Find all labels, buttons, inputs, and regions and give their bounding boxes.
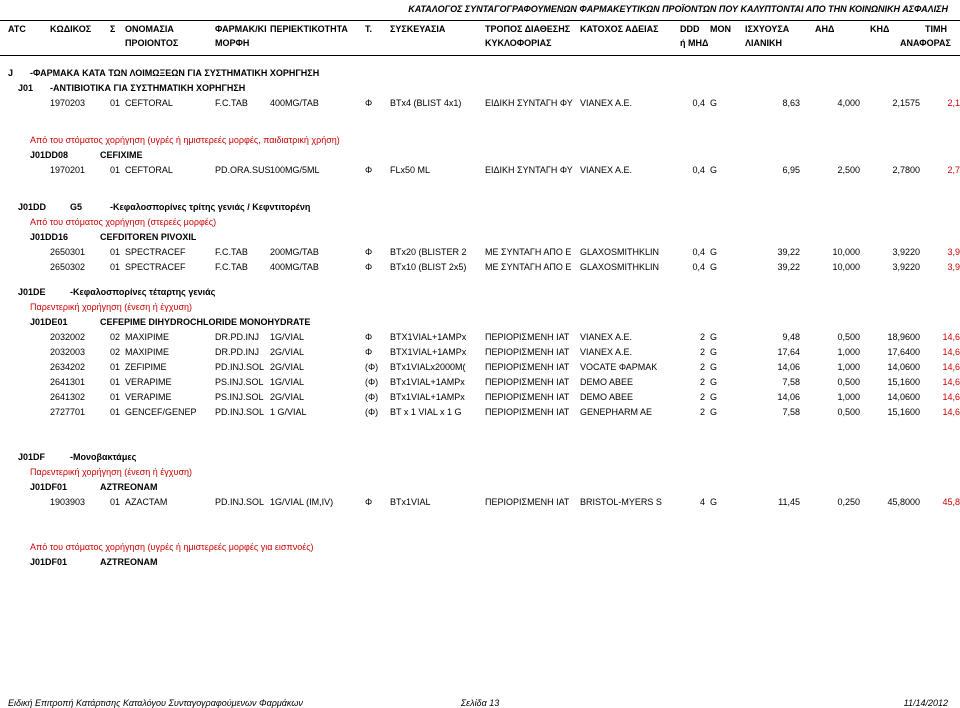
- table-row: 265030201SPECTRACEFF.C.TAB400MG/TABΦBTx1…: [0, 262, 960, 277]
- hdr-kodikos: ΚΩΔΙΚΟΣ: [50, 24, 91, 34]
- footer-left: Ειδική Επιτροπή Κατάρτισης Καταλόγου Συν…: [8, 698, 303, 708]
- note-4: Παρεντερική χορήγηση (ένεση ή έγχυση): [30, 467, 192, 477]
- hdr-atc: ATC: [8, 24, 26, 34]
- sec-j01de-code: J01DE: [18, 287, 46, 297]
- table-row: 263420201ZEFIPIMEPD.INJ.SOL2G/VIAL(Φ)BTx…: [0, 362, 960, 377]
- sec-j01df01-text: AZTREONAM: [100, 482, 158, 492]
- content: J -ΦΑΡΜΑΚΑ ΚΑΤΑ ΤΩΝ ΛΟΙΜΩΞΕΩΝ ΓΙΑ ΣΥΣΤΗΜ…: [0, 60, 960, 572]
- table-row: 264130201VERAPIMEPS.INJ.SOL2G/VIAL(Φ)BTx…: [0, 392, 960, 407]
- sec-j01de01-text: CEFEPIME DIHYDROCHLORIDE MONOHYDRATE: [100, 317, 310, 327]
- hdr-timi: ΤΙΜΗ: [925, 24, 947, 34]
- hdr-mon: ΜΟΝ: [710, 24, 731, 34]
- hdr-ddd: DDD: [680, 24, 700, 34]
- hdr-periektikotita: ΠΕΡΙΕΚΤΙΚΟΤΗΤΑ: [270, 24, 348, 34]
- sec-j-code: J: [8, 68, 13, 78]
- footer-center: Σελίδα 13: [461, 698, 499, 708]
- page-title: ΚΑΤΑΛΟΓΟΣ ΣΥΝΤΑΓΟΓΡΑΦΟΥΜΕΝΩΝ ΦΑΡΜΑΚΕΥΤΙΚ…: [408, 4, 948, 14]
- table-row: 272770101GENCEF/GENEPPD.INJ.SOL1 G/VIAL(…: [0, 407, 960, 422]
- hdr-anaforas: ΑΝΑΦΟΡΑΣ: [900, 38, 951, 48]
- note-2: Από του στόματος χορήγηση (στερεές μορφέ…: [30, 217, 216, 227]
- hdr-katoxos: ΚΑΤΟΧΟΣ ΑΔΕΙΑΣ: [580, 24, 659, 34]
- hdr-isxyousa: ΙΣΧΥΟΥΣΑ: [745, 24, 789, 34]
- table-row: 197020101CEFTORALPD.ORA.SUS100MG/5MLΦFLx…: [0, 165, 960, 180]
- hdr-kykloforia: ΚΥΚΛΟΦΟΡΙΑΣ: [485, 38, 552, 48]
- sec-j01dd-g: G5: [70, 202, 82, 212]
- sec-j-text: -ΦΑΡΜΑΚΑ ΚΑΤΑ ΤΩΝ ΛΟΙΜΩΞΕΩΝ ΓΙΑ ΣΥΣΤΗΜΑΤ…: [30, 68, 319, 78]
- sec-j01dd16-text: CEFDITOREN PIVOXIL: [100, 232, 196, 242]
- hdr-onomasia: ΟΝΟΜΑΣΙΑ: [125, 24, 174, 34]
- footer-right: 11/14/2012: [904, 698, 948, 708]
- hdr-s: Σ: [110, 24, 115, 34]
- hdr-syskevasia: ΣΥΣΚΕΥΑΣΙΑ: [390, 24, 445, 34]
- sec-j01dd-text: -Κεφαλοσπορίνες τρίτης γενιάς / Κεφντιτο…: [110, 202, 310, 212]
- sec-j01dd08-text: CEFIXIME: [100, 150, 143, 160]
- sec-j01-text: -ΑΝΤΙΒΙΟΤΙΚΑ ΓΙΑ ΣΥΣΤΗΜΑΤΙΚΗ ΧΟΡΗΓΗΣΗ: [50, 83, 245, 93]
- hdr-product: ΠΡΟΙΟΝΤΟΣ: [125, 38, 178, 48]
- note-3: Παρεντερική χορήγηση (ένεση ή έγχυση): [30, 302, 192, 312]
- table-row: 203200202MAXIPIMEDR.PD.INJ1G/VIALΦBTX1VI…: [0, 332, 960, 347]
- table-row: 265030101SPECTRACEFF.C.TAB200MG/TABΦBTx2…: [0, 247, 960, 262]
- hdr-imhd: ή ΜΗΔ: [680, 38, 708, 48]
- hdr-t: Τ.: [365, 24, 372, 34]
- hdr-ahd: ΑΗΔ: [815, 24, 834, 34]
- sec-j01df01b-code: J01DF01: [30, 557, 67, 567]
- hdr-tropos: ΤΡΟΠΟΣ ΔΙΑΘΕΣΗΣ: [485, 24, 570, 34]
- sec-j01dd-code: J01DD: [18, 202, 46, 212]
- sec-j01df-code: J01DF: [18, 452, 45, 462]
- note-5: Από του στόματος χορήγηση (υγρές ή ημιστ…: [30, 542, 314, 552]
- sec-j01df-text: -Μονοβακτάμες: [70, 452, 136, 462]
- table-row: 190390301AZACTAMPD.INJ.SOL1G/VIAL (IM,IV…: [0, 497, 960, 512]
- hdr-lianiki: ΛΙΑΝΙΚΗ: [745, 38, 782, 48]
- hdr-farmak: ΦΑΡΜΑΚ/ΚΙ: [215, 24, 267, 34]
- sec-j01df01-code: J01DF01: [30, 482, 67, 492]
- table-row: 197020301CEFTORALF.C.TAB400MG/TABΦBTx4 (…: [0, 98, 960, 113]
- sec-j01-code: J01: [18, 83, 33, 93]
- hdr-morfi: ΜΟΡΦΗ: [215, 38, 249, 48]
- sec-j01de01-code: J01DE01: [30, 317, 68, 327]
- sec-j01de-text: -Κεφαλοσπορίνες τέταρτης γενιάς: [70, 287, 215, 297]
- note-1: Από του στόματος χορήγηση (υγρές ή ημιστ…: [30, 135, 340, 145]
- table-row: 203200302MAXIPIMEDR.PD.INJ2G/VIALΦBTX1VI…: [0, 347, 960, 362]
- hdr-khd: ΚΗΔ: [870, 24, 889, 34]
- sec-j01dd08-code: J01DD08: [30, 150, 68, 160]
- table-row: 264130101VERAPIMEPS.INJ.SOL1G/VIAL(Φ)BTx…: [0, 377, 960, 392]
- sec-j01df01b-text: AZTREONAM: [100, 557, 158, 567]
- sec-j01dd16-code: J01DD16: [30, 232, 68, 242]
- table-header: ATC ΚΩΔΙΚΟΣ Σ ΟΝΟΜΑΣΙΑ ΠΡΟΙΟΝΤΟΣ ΦΑΡΜΑΚ/…: [0, 20, 960, 56]
